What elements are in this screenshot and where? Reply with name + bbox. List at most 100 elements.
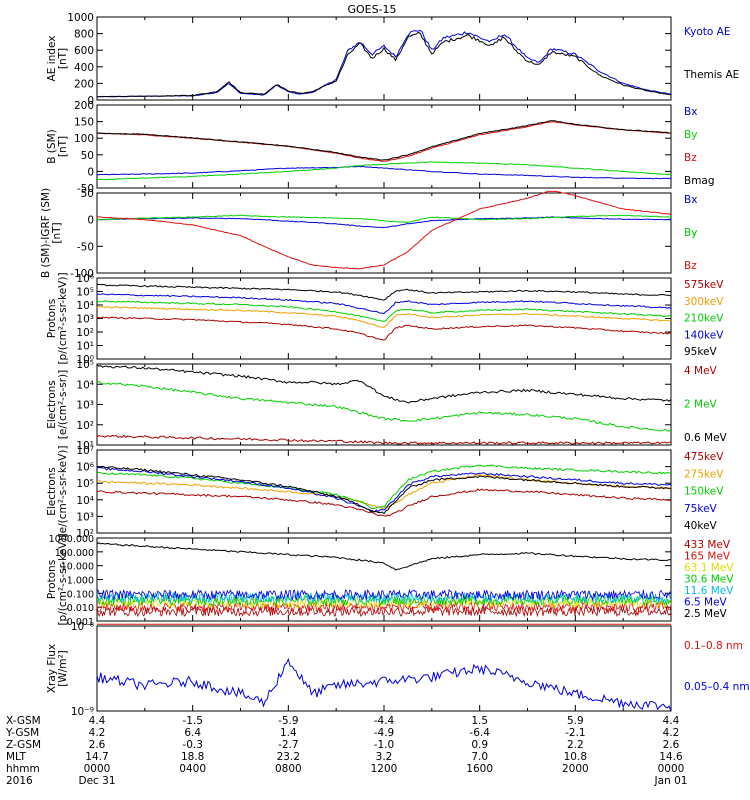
y-axis-label-line: B (SM) [46,129,58,163]
ephemeris-value: 0.9 [471,739,488,751]
legend-label: 0.1–0.8 nm [684,640,743,652]
legend-label: 6.5 MeV [684,597,728,609]
y-tick-label: 100 [74,133,94,145]
y-axis-label: B (SM)[nT] [46,129,69,163]
ephemeris-value: 2.6 [89,739,106,751]
y-tick-label: 1.000 [67,576,94,587]
panel-8: 10⁻⁹ 10⁻⁸ Xray Flux[W/m²] [46,621,672,718]
ephemeris-value: 0400 [179,763,206,775]
legend-label: Bz [684,152,697,164]
panel-6: 10² 10³ 10⁴ 10⁵ 10⁶ 10⁷ Electrons[e/(cm²-s-sr-… [46,445,672,540]
series-line [96,434,672,445]
y-axis-label: Protons[p/(cm²-s-sr-keV)] [46,533,69,625]
legend-label: By [684,227,697,239]
legend-label: 165 MeV [684,551,731,563]
y-tick-label: 0.010 [67,603,94,614]
y-tick-label: -50 [77,183,94,195]
series-line [96,657,672,712]
y-tick-label: 10⁶ [76,273,94,285]
ephemeris-value: 2.6 [663,739,680,751]
series-line [96,121,672,163]
legend-label: 0.6 MeV [684,432,728,444]
ephemeris-value: 2.2 [567,739,584,751]
y-tick-label: 10.000 [61,562,94,573]
ephemeris-row-label: MLT [6,751,26,763]
y-axis-label-line: B (SM)-IGRF (SM) [40,188,52,278]
ephemeris-value: 4.2 [89,727,106,739]
y-tick-label: 10⁴ [76,379,94,391]
y-axis-label-line: [nT] [57,48,69,69]
ephemeris-row-label: Y-GSM [5,727,39,739]
ephemeris-value: Dec 31 [78,775,115,787]
y-tick-label: 10³ [76,511,94,523]
series-line [96,316,672,341]
y-tick-label: 400 [74,62,94,74]
legend-label: Bmag [684,175,715,187]
y-axis-label-line: [W/m²] [57,650,69,687]
y-tick-label: 10³ [76,314,94,326]
y-axis-label-line: Protons [46,299,58,338]
ephemeris-value: 23.2 [277,751,300,763]
series-line [96,488,672,517]
ephemeris-value: -1.5 [182,715,203,727]
ephemeris-value: -5.9 [278,715,299,727]
y-tick-label: 10⁻⁸ [71,621,94,633]
series-line [96,216,672,229]
y-axis-label-line: [e/(cm²-s-sr-keV)] [57,446,69,538]
y-tick-label: -100 [70,268,94,280]
panel-frame [96,625,672,712]
series-line [96,306,672,328]
legends: Kyoto AE Themis AE Bx By Bz Bmag Bx By Bz 575keV 3… [683,26,750,693]
ephemeris-value: 7.0 [471,751,488,763]
ephemeris-value: 4.4 [89,715,106,727]
ephemeris-table: X-GSM 4.4 -1.5 -5.9 -4.4 1.5 5.9 4.4 Y-GSM 4.2 6.4… [5,715,687,787]
ephemeris-value: 1.4 [280,727,297,739]
legend-label: By [684,129,697,141]
y-axis-label-line: Electrons [46,467,58,516]
y-tick-label: 50 [81,150,94,162]
legend-label: 275keV [684,468,724,480]
legend-label: 75keV [684,503,718,515]
ephemeris-value: -0.3 [182,739,203,751]
legend-label: 433 MeV [684,539,731,551]
y-tick-label: 10² [76,528,94,540]
panel-frame [96,104,672,189]
y-axis-label-line: [p/(cm²-s-sr-keV)] [57,533,69,625]
series-line [96,161,672,181]
y-tick-label: 0 [87,95,94,107]
panel-2: -50 0 50 100 150 200 B (SM)[nT] [46,100,672,195]
ephemeris-value: 1600 [466,763,493,775]
y-axis-label-line: Xray Flux [46,644,58,693]
legend-label: 210keV [684,313,724,325]
ephemeris-value: 1.5 [471,715,488,727]
ephemeris-value: -1.0 [374,739,395,751]
y-tick-label: 10⁻⁹ [71,706,94,718]
ephemeris-value: 0000 [658,763,685,775]
ephemeris-row-label: 2016 [6,775,33,787]
legend-label: 2 MeV [684,399,718,411]
legend-label: 4 MeV [684,365,718,377]
ephemeris-value: -6.4 [469,727,490,739]
y-tick-label: 10⁴ [76,300,94,312]
y-axis-label-line: AE index [46,36,58,82]
ephemeris-row-label: X-GSM [6,715,41,727]
y-tick-label: 600 [74,45,94,57]
y-tick-label: 0.001 [67,617,94,628]
series-line [96,465,672,515]
y-axis-label-line: Electrons [46,380,58,429]
ephemeris-value: 2000 [562,763,589,775]
ephemeris-value: 14.7 [85,751,108,763]
ephemeris-value: -4.4 [374,715,395,727]
panel-3: -100 -50 0 50 B (SM)-IGRF (SM)[nT] [40,188,672,280]
series-line [96,120,672,161]
panel-frame [96,449,672,534]
ephemeris-value: -2.7 [278,739,299,751]
legend-label: 30.6 MeV [684,574,734,586]
y-tick-label: 150 [74,117,94,129]
y-tick-label: 10¹ [76,440,94,452]
legend-label: 63.1 MeV [684,562,734,574]
legend-label: 300keV [684,296,724,308]
series-line [96,605,672,618]
